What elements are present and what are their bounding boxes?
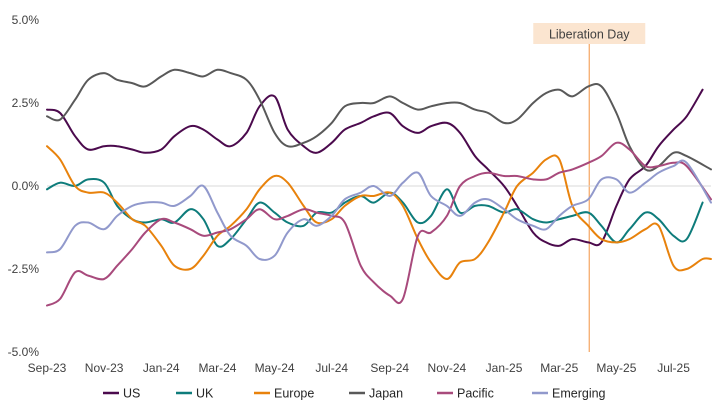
y-tick-label: 5.0% bbox=[12, 13, 40, 27]
x-tick-label: Nov-24 bbox=[428, 361, 467, 375]
legend-label-pacific: Pacific bbox=[457, 387, 494, 401]
x-tick-label: Mar-24 bbox=[198, 361, 236, 375]
legend-label-uk: UK bbox=[196, 387, 214, 401]
series-line-us bbox=[46, 88, 704, 247]
series-line-japan bbox=[46, 68, 712, 172]
x-tick-label: May-25 bbox=[596, 361, 636, 375]
y-tick-label: -5.0% bbox=[8, 345, 40, 359]
x-tick-label: Jul-25 bbox=[657, 361, 690, 375]
legend-label-us: US bbox=[123, 387, 140, 401]
series-layer bbox=[46, 68, 712, 307]
legend-label-japan: Japan bbox=[369, 387, 403, 401]
series-line-emerging bbox=[46, 159, 712, 261]
y-axis: 5.0% 2.5% 0.0% -2.5% -5.0% bbox=[8, 13, 40, 359]
y-tick-label: 2.5% bbox=[12, 96, 40, 110]
series-line-pacific bbox=[46, 141, 712, 307]
x-tick-label: Jul-24 bbox=[315, 361, 348, 375]
x-tick-label: Jan-24 bbox=[143, 361, 180, 375]
annotation-layer: Liberation Day bbox=[533, 23, 646, 352]
series-line-europe bbox=[46, 145, 712, 280]
y-tick-label: 0.0% bbox=[12, 179, 40, 193]
liberation-day-label: Liberation Day bbox=[549, 28, 630, 42]
x-tick-label: Nov-23 bbox=[85, 361, 124, 375]
x-tick-label: Jan-25 bbox=[486, 361, 523, 375]
x-axis: Sep-23 Nov-23 Jan-24 Mar-24 May-24 Jul-24 Sep-… bbox=[28, 361, 691, 375]
x-tick-label: May-24 bbox=[255, 361, 295, 375]
x-tick-label: Sep-23 bbox=[28, 361, 67, 375]
series-line-uk bbox=[46, 178, 704, 248]
x-tick-label: Sep-24 bbox=[370, 361, 409, 375]
legend-label-europe: Europe bbox=[274, 387, 314, 401]
liberation-day-label-box bbox=[533, 23, 646, 44]
x-tick-label: Mar-25 bbox=[540, 361, 578, 375]
legend-label-emerging: Emerging bbox=[552, 387, 606, 401]
legend: US UK Europe Japan Pacific Emerging bbox=[103, 387, 606, 401]
y-tick-label: -2.5% bbox=[8, 262, 40, 276]
